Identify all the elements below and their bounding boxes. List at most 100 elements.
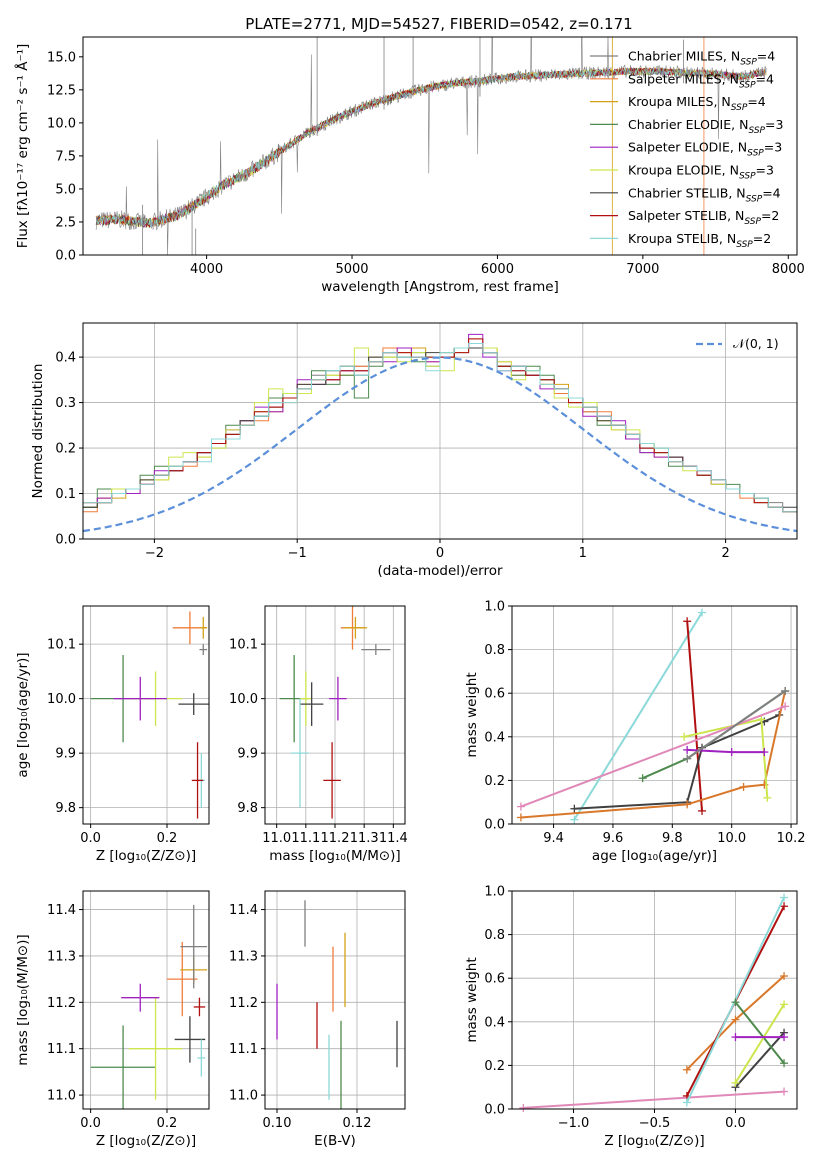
spectrum-line: [95, 67, 767, 228]
y-tick-label: 11.0: [229, 1089, 258, 1104]
weight-vs-Z-panel: −1.0 −0.5 0.0 0.0 0.2 0.4 0.6 0.8 1.0 Z [log₁₀(Z/…: [464, 885, 798, 1149]
residuals-panel: −2 −1 0 1 2 0.0 0.1 0.2 0.3 0.4 (data-model)/error…: [30, 322, 798, 579]
y-tick-label: 0.4: [484, 1015, 505, 1030]
x-axis-label: (data-model)/error: [377, 563, 503, 579]
age-vs-Z-panel: 0.0 0.2 9.8 9.9 10.0 10.1 Z [log₁₀(Z/Z⊙)] age […: [15, 605, 210, 864]
y-tick-label: 0.0: [55, 533, 76, 548]
y-tick-label: 7.5: [55, 149, 76, 164]
y-tick-label: 1.0: [484, 600, 505, 615]
y-axis-label: Flux [fλ10⁻¹⁷ erg cm⁻² s⁻¹ Å⁻¹]: [14, 44, 31, 249]
legend-entry-value: =4: [762, 185, 780, 200]
y-tick-label: 11.1: [229, 1042, 258, 1057]
y-tick-label: 10.0: [47, 116, 76, 131]
weight-lines: [519, 893, 789, 1112]
weight-line: [734, 1032, 785, 1088]
legend-entry-name: Salpeter MILES, N: [628, 71, 739, 86]
legend-entry-subscript: SSP: [736, 240, 753, 250]
x-tick-label: 11.0: [262, 831, 291, 846]
y-tick-label: 0.6: [484, 687, 505, 702]
x-tick-label: 0.0: [80, 831, 101, 846]
y-tick-label: 11.4: [229, 903, 258, 918]
y-tick-label: 11.3: [229, 949, 258, 964]
axes-frame: [82, 36, 798, 256]
x-tick-label: 11.1: [291, 831, 320, 846]
legend-entry: Chabrier ELODIE, NSSP=3: [628, 117, 783, 136]
x-tick-label: 2: [721, 546, 729, 561]
x-tick-label: 9.8: [662, 831, 683, 846]
y-tick-label: 0.8: [484, 928, 505, 943]
x-tick-label: 11.2: [321, 831, 350, 846]
axes-frame: [82, 605, 210, 825]
legend-entry: Salpeter STELIB, NSSP=2: [628, 208, 779, 227]
weight-line: [686, 690, 786, 760]
x-axis-label: Z [log₁₀(Z/Z⊙)]: [96, 1133, 196, 1149]
legend-entry: Kroupa ELODIE, NSSP=3: [628, 163, 774, 182]
x-tick-label: 1: [579, 546, 587, 561]
x-tick-label: 5000: [335, 262, 368, 277]
histogram-step: [83, 343, 797, 513]
legend-entry-name: Salpeter STELIB, N: [628, 208, 744, 223]
weight-line: [523, 1090, 785, 1109]
legend-entry: Chabrier STELIB, NSSP=4: [628, 185, 781, 204]
y-tick-label: 1.0: [484, 885, 505, 900]
x-tick-label: 7000: [626, 262, 659, 277]
legend-entry-subscript: SSP: [746, 194, 763, 204]
x-tick-label: 9.6: [603, 831, 624, 846]
histogram-group: [83, 333, 797, 533]
legend-entry-subscript: SSP: [744, 217, 761, 227]
weight-line: [686, 621, 703, 811]
y-tick-label: 10.1: [47, 638, 76, 653]
errorbar-group: [276, 900, 398, 1109]
x-axis-label: E(B-V): [314, 1133, 356, 1149]
x-axis-label: Z [log₁₀(Z/Z⊙)]: [96, 848, 196, 864]
legend-entry-value: =3: [764, 140, 782, 155]
weight-line: [520, 705, 786, 808]
x-tick-label: 9.4: [543, 831, 564, 846]
y-tick-label: 0.2: [484, 1059, 505, 1074]
legend-entry-value: =4: [756, 71, 774, 86]
legend-entry-subscript: SSP: [731, 103, 748, 113]
x-axis-label: Z [log₁₀(Z/Z⊙)]: [604, 1133, 704, 1149]
legend-entry-value: =3: [756, 163, 774, 178]
legend-entry-value: =3: [765, 117, 783, 132]
x-tick-label: 0.12: [343, 1116, 372, 1131]
y-tick-label: 0.0: [484, 1103, 505, 1118]
y-tick-label: 10.0: [229, 692, 258, 707]
y-tick-label: 0.6: [484, 972, 505, 987]
legend-entry: Salpeter ELODIE, NSSP=3: [628, 140, 782, 159]
y-tick-label: 10.0: [47, 692, 76, 707]
y-tick-label: 5.0: [55, 182, 76, 197]
x-tick-label: 11.3: [350, 831, 379, 846]
x-axis-label: age [log₁₀(age/yr)]: [592, 848, 717, 864]
legend-entry-name: Chabrier ELODIE, N: [628, 117, 748, 132]
axes-frame: [82, 890, 210, 1110]
y-tick-label: 11.2: [47, 996, 76, 1011]
legend-entry: Kroupa MILES, NSSP=4: [628, 94, 766, 113]
x-tick-label: 0.2: [157, 1116, 178, 1131]
legend-entry-subscript: SSP: [748, 126, 765, 136]
y-tick-label: 0.3: [55, 396, 76, 411]
legend-entry-name: Kroupa MILES, N: [628, 94, 731, 109]
y-tick-label: 0.2: [484, 774, 505, 789]
mass-vs-EBV-panel: 0.10 0.12 11.0 11.1 11.2 11.3 11.4 E(B-V): [229, 890, 406, 1149]
y-tick-label: 0.4: [484, 730, 505, 745]
y-tick-label: 12.5: [47, 83, 76, 98]
x-tick-label: −2: [145, 546, 164, 561]
axes-frame: [511, 890, 798, 1110]
y-axis-label: age [log₁₀(age/yr)]: [15, 652, 31, 777]
y-tick-label: 9.8: [237, 801, 258, 816]
legend-entry-name: Chabrier MILES, N: [628, 49, 740, 64]
legend-entry-name: Kroupa ELODIE, N: [628, 163, 739, 178]
y-tick-label: 15.0: [47, 50, 76, 65]
x-tick-label: 8000: [772, 262, 805, 277]
y-tick-label: 2.5: [55, 215, 76, 230]
x-tick-label: 6000: [481, 262, 514, 277]
legend-entry-name: Kroupa STELIB, N: [628, 231, 736, 246]
legend-entry-value: =2: [761, 208, 779, 223]
legend-entry: Kroupa STELIB, NSSP=2: [628, 231, 771, 250]
spectrum-lines: [95, 37, 767, 255]
errorbar-group: [279, 606, 391, 819]
x-axis-label: wavelength [Angstrom, rest frame]: [321, 279, 559, 295]
y-axis-label: mass weight: [464, 672, 480, 757]
